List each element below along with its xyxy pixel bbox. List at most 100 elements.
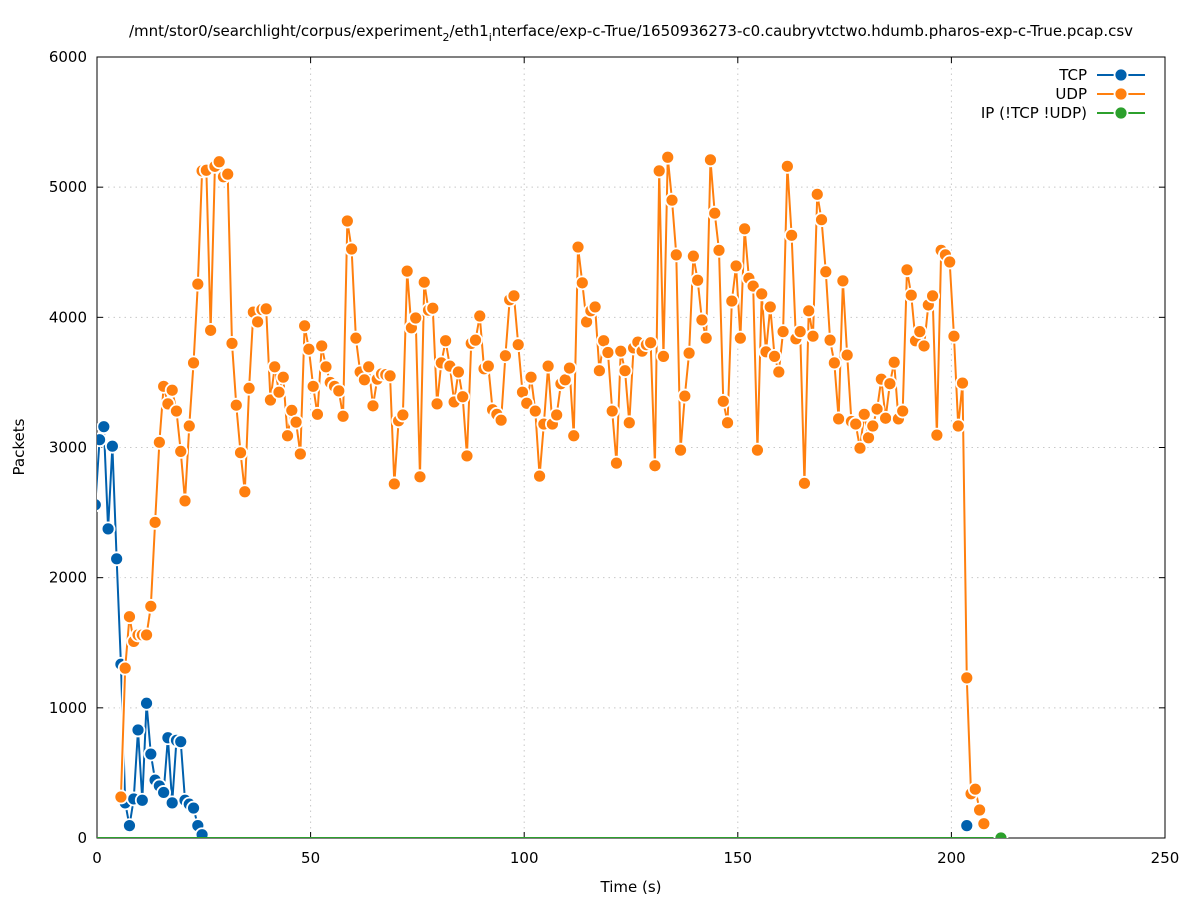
data-point [677, 388, 693, 404]
data-point [609, 455, 624, 471]
data-point [143, 598, 159, 614]
data-point [305, 378, 321, 394]
data-point [190, 276, 206, 292]
data-point [617, 363, 633, 379]
data-point [288, 414, 304, 430]
data-point [831, 411, 847, 427]
data-point [233, 445, 248, 461]
data-point [510, 337, 526, 353]
data-point [130, 722, 146, 738]
data-point [408, 310, 424, 326]
data-point [852, 440, 868, 456]
data-point [715, 393, 731, 409]
data-point [386, 476, 402, 492]
data-point [164, 795, 180, 811]
data-point [271, 384, 287, 400]
data-point [335, 408, 351, 424]
data-point [668, 247, 684, 263]
data-point [660, 149, 676, 165]
data-point [690, 272, 706, 288]
data-point [549, 407, 565, 423]
data-point [754, 286, 770, 302]
data-point [164, 382, 180, 398]
plot-area [97, 149, 1009, 838]
data-point [822, 332, 838, 348]
data-point [865, 418, 881, 434]
data-point [805, 328, 821, 344]
data-point [720, 415, 735, 431]
x-axis-label: Time (s) [600, 878, 662, 896]
x-tick-label: 50 [301, 849, 320, 867]
data-point [591, 363, 607, 379]
y-tick-label: 6000 [49, 48, 87, 66]
data-point [250, 314, 266, 330]
series-udp [113, 149, 992, 832]
x-tick-label: 0 [92, 849, 102, 867]
data-point [104, 438, 120, 454]
data-point [186, 800, 201, 816]
data-point [117, 660, 133, 676]
data-point [694, 312, 710, 328]
data-point [903, 287, 919, 303]
x-tick-label: 200 [937, 849, 966, 867]
series-line [97, 425, 203, 836]
legend-marker-icon [1113, 86, 1129, 102]
data-point [711, 242, 727, 258]
data-point [331, 383, 347, 399]
data-point [301, 341, 317, 357]
data-point [498, 348, 513, 364]
data-point [771, 364, 787, 380]
data-point [177, 493, 193, 509]
data-point [97, 497, 103, 512]
data-point [651, 163, 667, 179]
data-point [976, 816, 992, 832]
data-point [224, 335, 240, 351]
data-point [310, 406, 325, 422]
data-point [122, 818, 137, 834]
data-point [703, 152, 718, 168]
y-tick-label: 1000 [49, 699, 87, 717]
data-point [151, 434, 167, 450]
data-point [895, 403, 911, 419]
data-point [361, 359, 377, 375]
data-point [523, 369, 539, 385]
data-point [122, 609, 137, 625]
data-point [203, 322, 219, 338]
data-point [878, 410, 894, 426]
legend-marker-icon [1113, 67, 1129, 83]
data-point [792, 324, 808, 340]
data-point [967, 781, 983, 797]
data-point [869, 401, 885, 417]
data-point [570, 239, 586, 255]
data-point [724, 293, 740, 309]
data-point [173, 734, 189, 750]
data-point [899, 262, 915, 278]
data-point [750, 442, 765, 458]
data-point [186, 355, 201, 371]
data-point [835, 273, 851, 289]
y-tick-label: 3000 [49, 439, 87, 457]
data-point [681, 345, 697, 361]
data-point [818, 264, 834, 280]
series-ip-tcp-udp [97, 830, 1009, 838]
data-point [972, 802, 987, 818]
data-point [459, 448, 475, 464]
data-point [429, 396, 445, 412]
data-point [480, 358, 496, 374]
data-point [566, 428, 582, 444]
data-point [959, 818, 975, 834]
data-point [455, 389, 471, 405]
data-point [134, 792, 150, 808]
legend-marker-icon [1113, 105, 1129, 121]
data-point [664, 192, 680, 208]
data-point [540, 358, 556, 374]
data-point [737, 221, 753, 237]
data-point [929, 427, 945, 443]
data-point [527, 403, 543, 419]
data-point [382, 368, 398, 384]
data-point [784, 227, 800, 243]
data-point [621, 415, 637, 431]
data-point [848, 416, 864, 432]
data-point [532, 468, 547, 484]
